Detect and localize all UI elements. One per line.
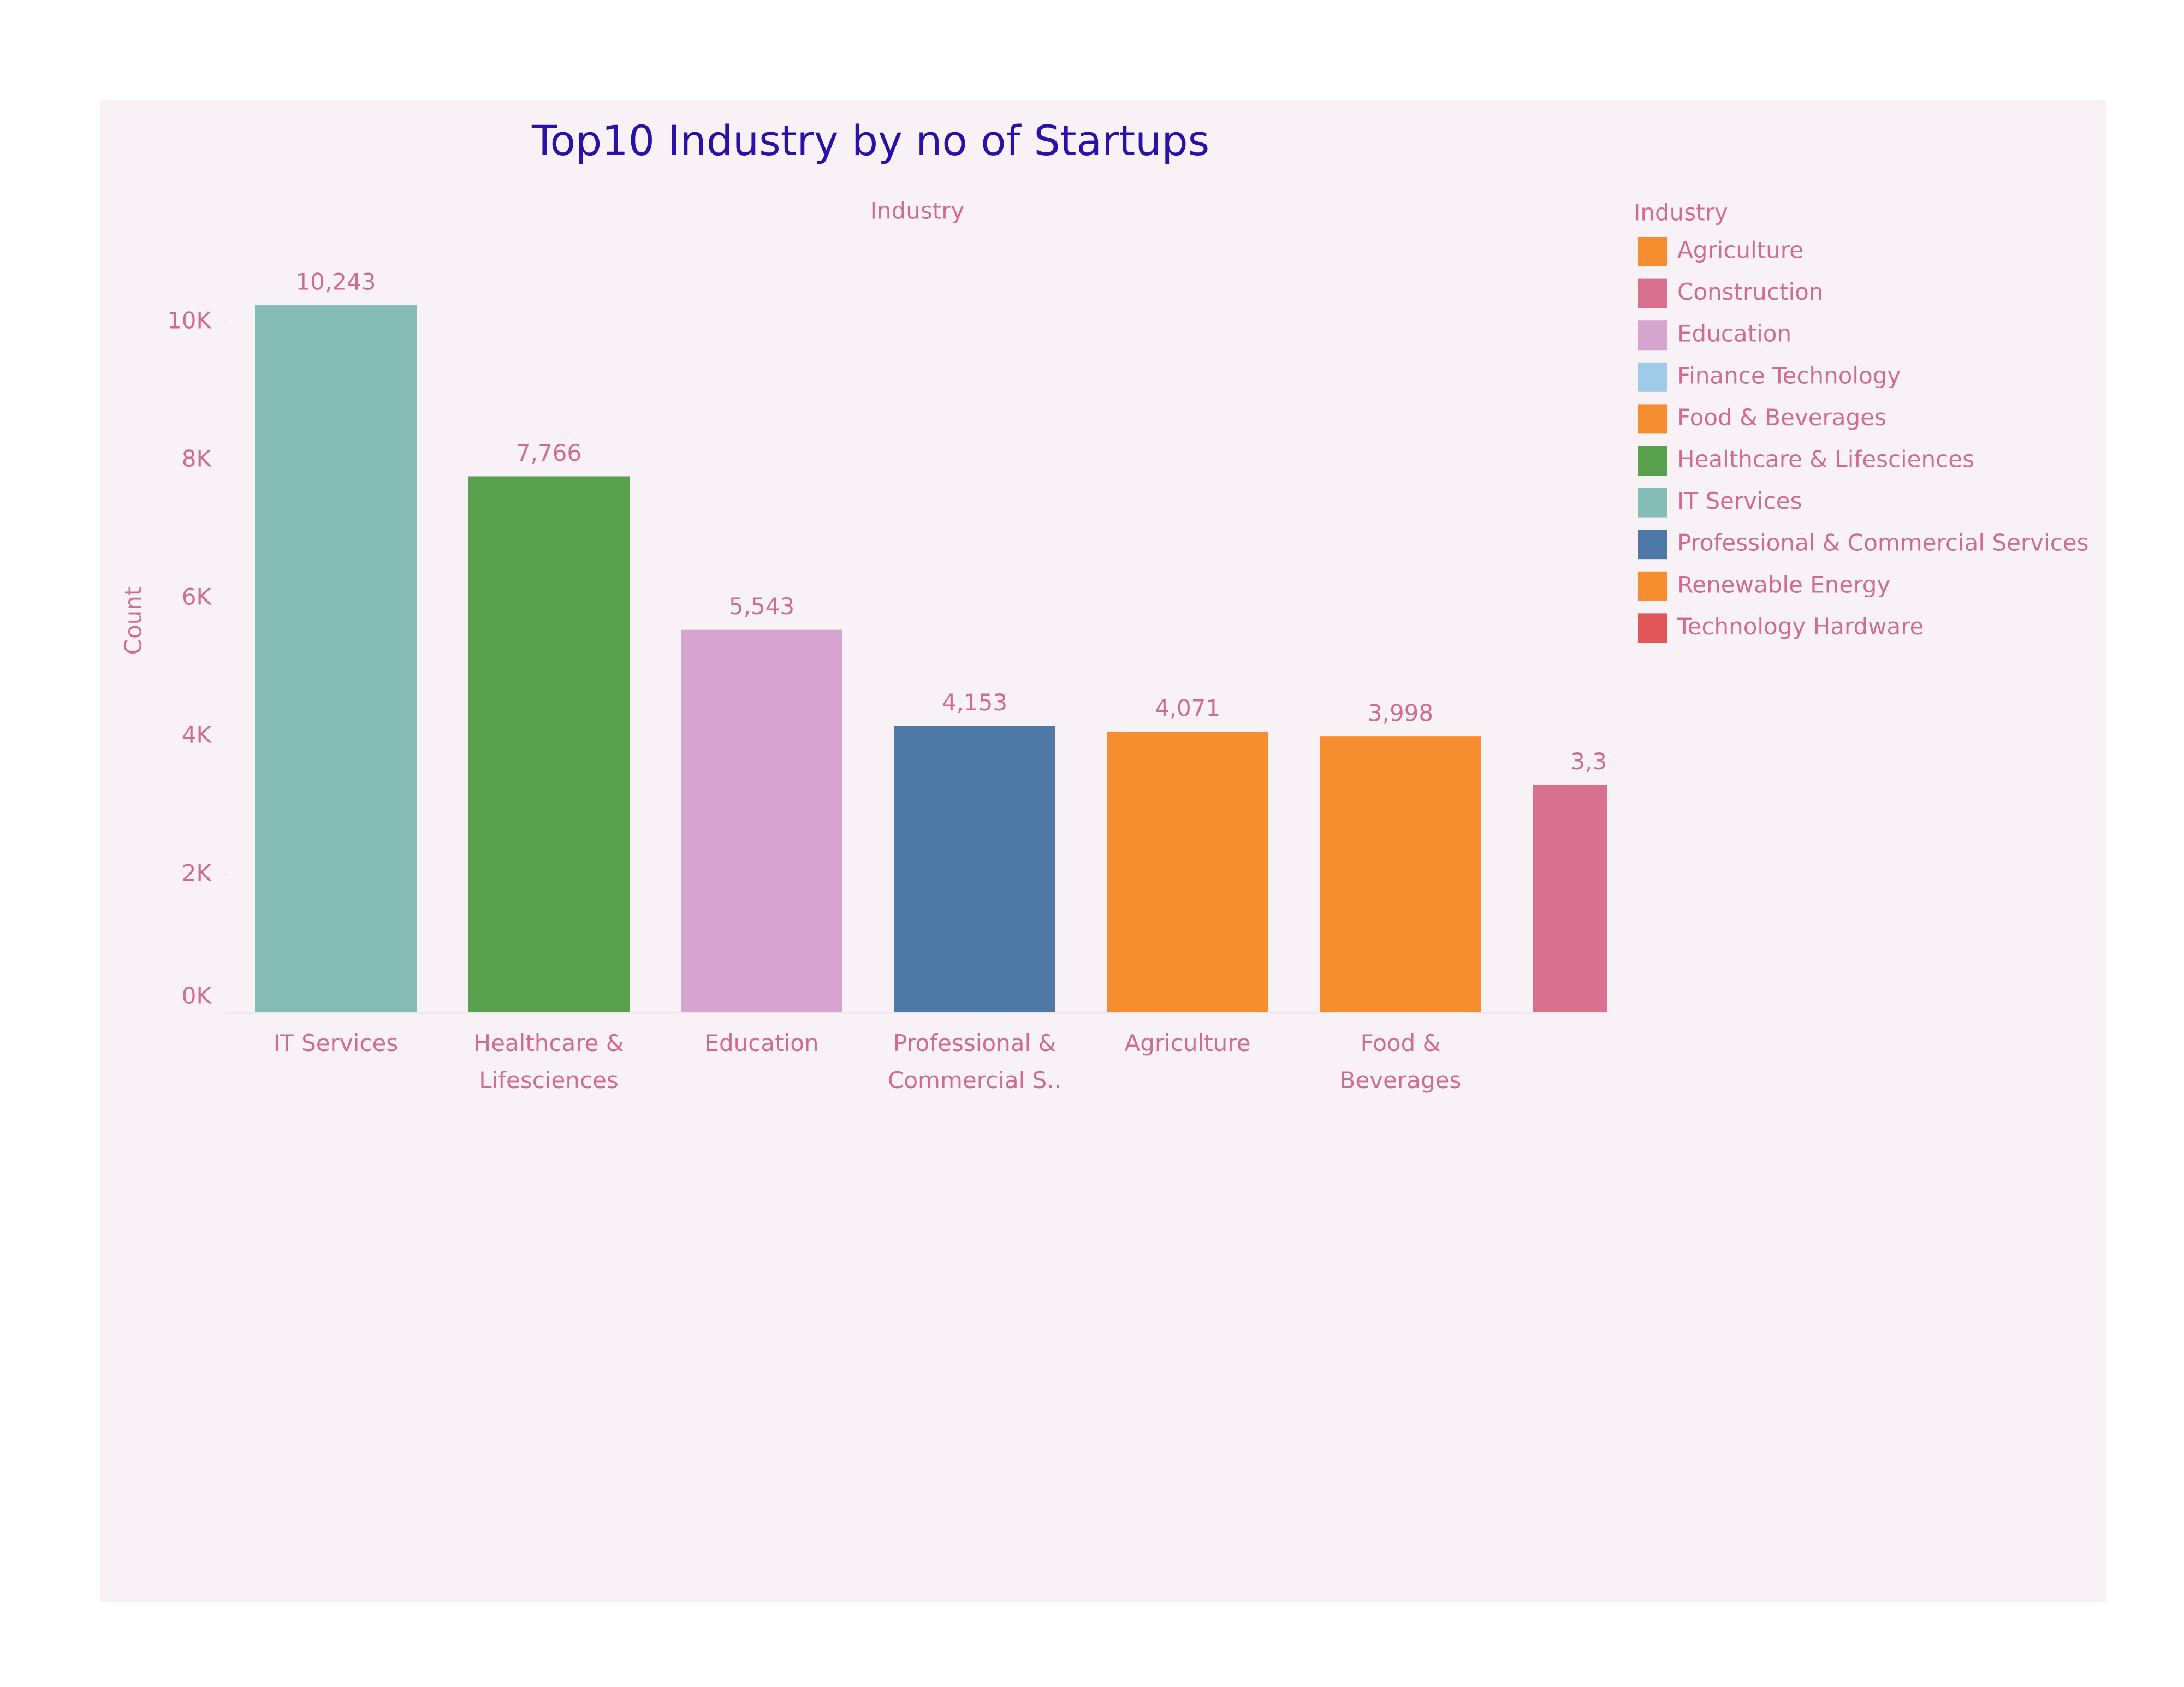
chart-title: Top10 Industry by no of Startups bbox=[531, 116, 1209, 165]
legend-label: Construction bbox=[1677, 278, 1823, 305]
bar bbox=[681, 629, 842, 1013]
data-label: 5,543 bbox=[729, 593, 794, 620]
legend-swatch bbox=[1638, 362, 1667, 392]
x-tick-label: Education bbox=[704, 1030, 819, 1056]
legend-swatch bbox=[1638, 571, 1667, 601]
data-label: 4,153 bbox=[942, 689, 1007, 716]
bar bbox=[1107, 731, 1268, 1013]
bar bbox=[1533, 785, 1607, 1013]
legend-label: Renewable Energy bbox=[1677, 571, 1890, 598]
legend-label: Healthcare & Lifesciences bbox=[1677, 446, 1974, 473]
legend-swatch bbox=[1638, 446, 1667, 476]
legend-swatch bbox=[1638, 237, 1667, 266]
legend-swatch bbox=[1638, 488, 1667, 518]
y-tick-label: 8K bbox=[182, 445, 212, 472]
y-tick-label: 6K bbox=[182, 583, 212, 610]
legend-swatch bbox=[1638, 613, 1667, 643]
data-label: 3,998 bbox=[1368, 700, 1433, 727]
bar bbox=[1320, 736, 1481, 1013]
x-tick-label: Professional & Commercial S.. bbox=[888, 1030, 1061, 1094]
legend-label: Agriculture bbox=[1677, 237, 1803, 264]
y-tick-label: 2K bbox=[182, 859, 212, 886]
legend-swatch bbox=[1638, 278, 1667, 308]
legend-label: Technology Hardware bbox=[1677, 613, 1924, 640]
y-tick-label: 10K bbox=[167, 307, 212, 334]
data-label: 4,071 bbox=[1155, 694, 1220, 721]
y-tick-label: 4K bbox=[182, 721, 212, 748]
x-tick-label: Healthcare & Lifesciences bbox=[473, 1030, 624, 1094]
legend-swatch bbox=[1638, 320, 1667, 351]
data-label: 3,3 bbox=[1570, 748, 1607, 775]
bar bbox=[255, 305, 417, 1013]
y-axis-title: Count bbox=[120, 587, 147, 655]
x-tick-label: Agriculture bbox=[1124, 1030, 1251, 1056]
x-tick-label: IT Services bbox=[273, 1030, 399, 1056]
y-tick-label: 0K bbox=[182, 983, 212, 1009]
data-label: 7,766 bbox=[516, 439, 581, 466]
legend-swatch bbox=[1638, 404, 1667, 434]
legend-label: Food & Beverages bbox=[1677, 404, 1886, 431]
bar bbox=[468, 476, 630, 1013]
legend-title: Industry bbox=[1634, 199, 1728, 226]
panel bbox=[100, 100, 2106, 1602]
legend-swatch bbox=[1638, 530, 1667, 560]
bar bbox=[894, 726, 1055, 1013]
legend-label: Education bbox=[1677, 320, 1791, 347]
data-label: 10,243 bbox=[296, 269, 376, 295]
plot-area bbox=[255, 305, 1607, 1013]
legend-label: IT Services bbox=[1677, 488, 1802, 514]
legend-label: Finance Technology bbox=[1677, 362, 1901, 389]
x-tick-label: Food & Beverages bbox=[1339, 1030, 1462, 1094]
legend-label: Professional & Commercial Services bbox=[1677, 530, 2089, 556]
column-header: Industry bbox=[870, 198, 965, 224]
